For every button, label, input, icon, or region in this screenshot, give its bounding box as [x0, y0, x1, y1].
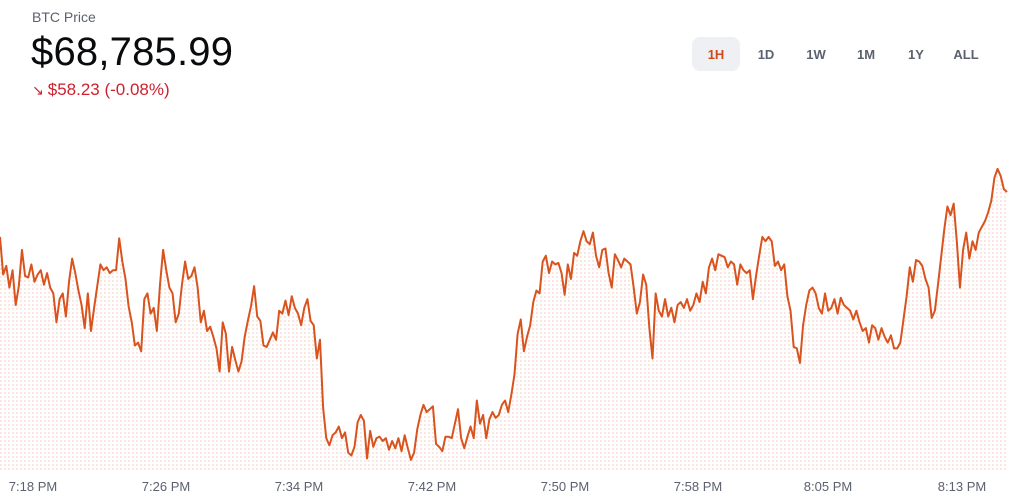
arrow-down-right-icon: ↘ — [32, 81, 44, 98]
x-tick-label: 7:34 PM — [275, 479, 323, 494]
x-tick-label: 7:18 PM — [9, 479, 57, 494]
x-tick-label: 7:58 PM — [674, 479, 722, 494]
x-tick-label: 7:42 PM — [408, 479, 456, 494]
range-button-1h[interactable]: 1H — [692, 37, 740, 71]
range-button-1w[interactable]: 1W — [792, 37, 840, 71]
chart-title: BTC Price — [32, 9, 96, 25]
range-button-all[interactable]: ALL — [942, 37, 990, 71]
range-button-1m[interactable]: 1M — [842, 37, 890, 71]
price-change-text: $58.23 (-0.08%) — [47, 80, 170, 99]
x-tick-label: 8:13 PM — [938, 479, 986, 494]
x-tick-label: 8:05 PM — [804, 479, 852, 494]
x-tick-label: 7:50 PM — [541, 479, 589, 494]
price-line — [0, 167, 1008, 461]
x-tick-label: 7:26 PM — [142, 479, 190, 494]
time-range-selector: 1H 1D 1W 1M 1Y ALL — [692, 37, 990, 71]
price-change: ↘ $58.23 (-0.08%) — [32, 80, 170, 100]
current-price: $68,785.99 — [31, 30, 234, 74]
range-button-1d[interactable]: 1D — [742, 37, 790, 71]
range-button-1y[interactable]: 1Y — [892, 37, 940, 71]
price-area-fill — [0, 168, 1007, 470]
